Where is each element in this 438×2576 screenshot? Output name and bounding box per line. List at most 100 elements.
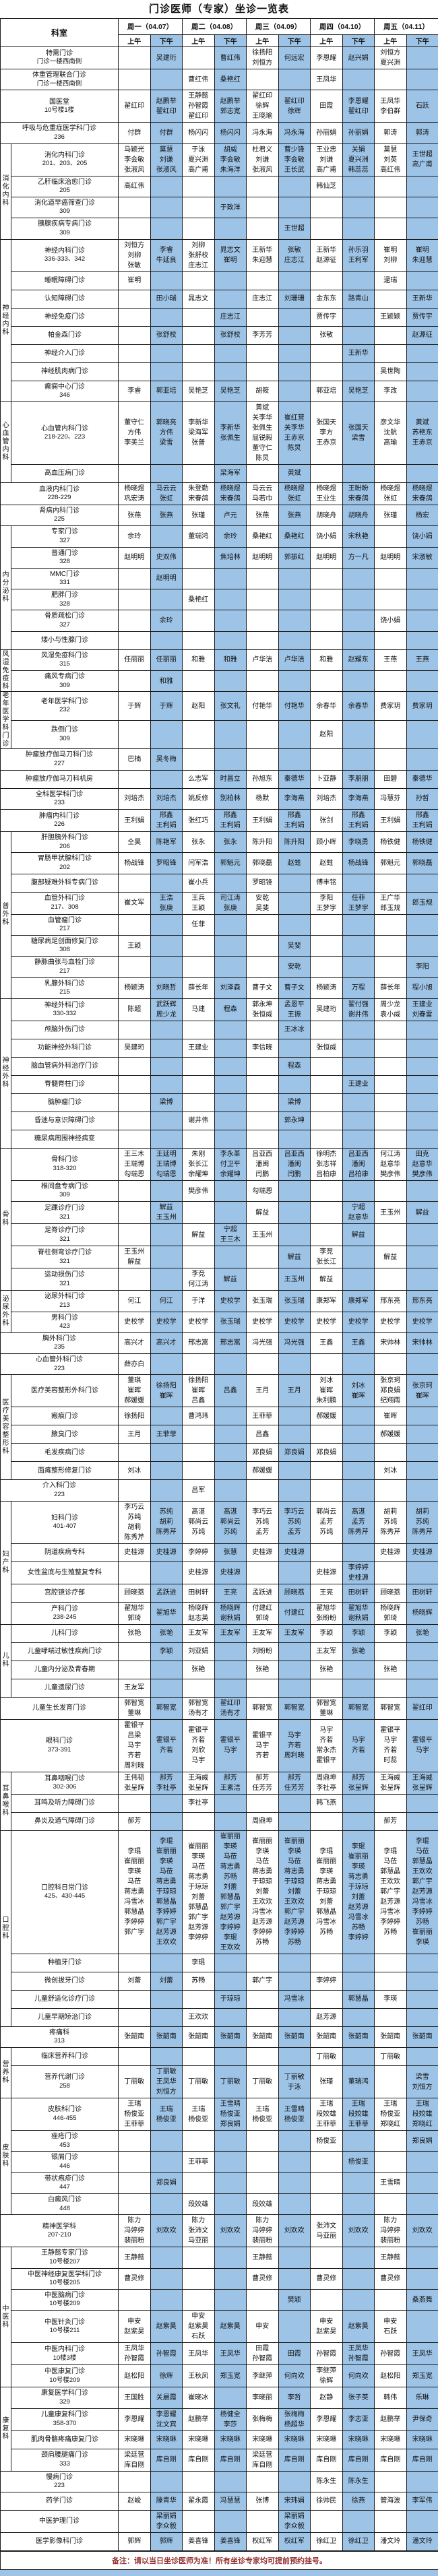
morning-slot-cell (183, 1444, 215, 1462)
doctor-name: 王利娟 (215, 820, 247, 831)
room-number: 329 (12, 2398, 117, 2407)
room-number: 223 (1, 1491, 117, 1500)
afternoon-slot-cell (278, 362, 311, 381)
doctor-name: 胡晓舟 (343, 511, 375, 521)
doctor-name: 薛亦白 (119, 1359, 150, 1370)
room-number: 315 (12, 660, 117, 669)
morning-slot-cell: 郝芳 (119, 1812, 151, 1830)
schedule-row: 体重管理联合门诊门诊一楼西南侧曹红伟桑艳红王凤华 (1, 69, 438, 90)
doctor-name: 李美兰 (119, 438, 150, 448)
afternoon-slot-cell (342, 176, 375, 197)
morning-slot-cell: 郭尚云孟芳苏纯 (311, 1501, 343, 1543)
schedule-row: 耳鸣及听力障碍门诊李社亭韩飞燕 (1, 1794, 438, 1812)
doctor-name: 张梅梅 (247, 2414, 278, 2424)
afternoon-slot-cell: 高湛郭尚云苏纯 (214, 1501, 247, 1543)
doctor-name: 梁雪 (151, 438, 183, 448)
doctor-name: 张敏 (279, 245, 311, 255)
doctor-name: 霍银平 (151, 1735, 183, 1745)
morning-slot-cell: 崔晖 (375, 1407, 407, 1425)
schedule-row: 种植牙门诊李琨 (1, 1954, 438, 1972)
afternoon-slot-cell: 宁超赵意华 (342, 1202, 375, 1224)
morning-slot-cell: 王瑞段姣雄王菲菲 (311, 2098, 343, 2131)
morning-slot-cell: 张瑾 (375, 505, 407, 525)
department-cell: 儿童内分泌及青春期 (11, 1661, 119, 1679)
doctor-name: 库自刚 (375, 2455, 406, 2465)
afternoon-header: 下午 (150, 35, 183, 47)
morning-slot-cell (375, 1354, 407, 1375)
morning-slot-cell (311, 1224, 343, 1246)
morning-slot-cell (247, 957, 279, 977)
afternoon-slot-cell (214, 2471, 247, 2492)
morning-slot-cell: 杨铁健 (375, 832, 407, 853)
doctor-name: 曹红伟 (215, 53, 247, 63)
doctor-name: 杨俊亚 (183, 2115, 214, 2125)
afternoon-slot-cell (214, 1075, 247, 1093)
afternoon-slot-cell: 郭慧晶 (342, 1990, 375, 2008)
doctor-name: 李朋朋 (343, 774, 375, 784)
doctor-name: 王颖 (183, 903, 214, 913)
department-name: 肌肉骨骼疼痛康复门诊 (12, 2435, 117, 2445)
schedule-row: 特需门诊门诊一楼西南侧吴建珩曹红伟徐扬阳刘恒方何远宏李恩耀赵兴娟刘恒方夏兴洲 (1, 47, 438, 69)
morning-slot-cell: 谢井伟 (183, 1112, 215, 1130)
room-number: 425、430-445 (12, 1892, 117, 1901)
doctor-name: 李伯群 (375, 106, 406, 117)
doctor-name: 张呈辉 (407, 1783, 438, 1793)
morning-slot-cell: 丁丽敏 (183, 2066, 215, 2098)
doctor-name: 高瑜 (375, 438, 406, 448)
morning-slot-cell (119, 1990, 151, 2008)
morning-slot-cell: 饶小娟 (375, 610, 407, 631)
morning-slot-cell: 韩仙芝 (311, 176, 343, 197)
doctor-name: 郑良娟 (279, 1448, 311, 1458)
schedule-row: 高血压病门诊梁海军黄斌 (1, 464, 438, 482)
doctor-name: 高广甫 (311, 165, 342, 175)
afternoon-slot-cell (406, 1990, 438, 2008)
afternoon-slot-cell (150, 197, 183, 218)
morning-slot-cell: 刘冰崔晖朱利鹏 (311, 1375, 343, 1407)
morning-slot-cell (375, 2471, 407, 2492)
afternoon-slot-cell (214, 271, 247, 290)
afternoon-slot-cell (406, 1954, 438, 1972)
morning-slot-cell: 曹灵修 (375, 2268, 407, 2289)
afternoon-slot-cell: 胡晓舟 (342, 505, 375, 525)
morning-slot-cell (311, 464, 343, 482)
morning-slot-cell (247, 1021, 279, 1039)
morning-slot-cell (119, 197, 151, 218)
afternoon-slot-cell: 李婷婷史桂源 (342, 1561, 375, 1584)
department-name: 脊髓脊柱门诊 (12, 1080, 117, 1089)
doctor-name: 赵源征 (407, 330, 438, 340)
afternoon-slot-cell (150, 526, 183, 547)
doctor-name: 李睿 (151, 245, 183, 255)
schedule-row: 医学影像科门诊郭辉郭辉姜喜锋姜喜锋权红军权红军徐红卫徐红卫潘文玲潘文玲 (1, 2532, 438, 2551)
department-group-label: 营养科 (1, 2048, 11, 2098)
morning-slot-cell: 宋晓琳 (183, 2430, 215, 2449)
afternoon-slot-cell (278, 1954, 311, 1972)
afternoon-slot-cell: 吴艳芝 (342, 381, 375, 401)
doctor-name: 王玉州 (247, 1230, 278, 1240)
department-name: 神经肌肉病门诊 (12, 367, 117, 377)
afternoon-slot-cell (342, 935, 375, 956)
morning-slot-cell: 徐扬阳崔晖吕鑫 (183, 1375, 215, 1407)
doctor-name: 姜喜锋 (215, 2536, 247, 2546)
afternoon-slot-cell: 余玲 (214, 526, 247, 547)
doctor-name: 王浩 (151, 893, 183, 903)
doctor-name: 郭慧晶 (215, 1892, 247, 1902)
doctor-name: 张庚 (215, 903, 247, 913)
doctor-name: 苏畅 (343, 1923, 375, 1933)
doctor-name: 徐明杰 (311, 1149, 342, 1159)
department-group-label: 神经外科 (1, 998, 11, 1148)
doctor-name: 陈秀芹 (343, 1527, 375, 1537)
doctor-name: 于琼琼 (247, 1877, 278, 1887)
doctor-name: 贾传宇 (407, 312, 438, 322)
morning-slot-cell: 张艳 (119, 1624, 151, 1642)
morning-slot-cell: 田霞 (311, 90, 343, 123)
afternoon-slot-cell: 付群 (150, 123, 183, 143)
morning-slot-cell (183, 568, 215, 589)
morning-slot-cell: 吕鑫 (247, 1425, 279, 1444)
doctor-name: 何远宏 (279, 53, 311, 63)
doctor-name: 高兴才 (151, 1338, 183, 1348)
morning-slot-cell (375, 589, 407, 610)
doctor-name: 马宇 (215, 1745, 247, 1756)
